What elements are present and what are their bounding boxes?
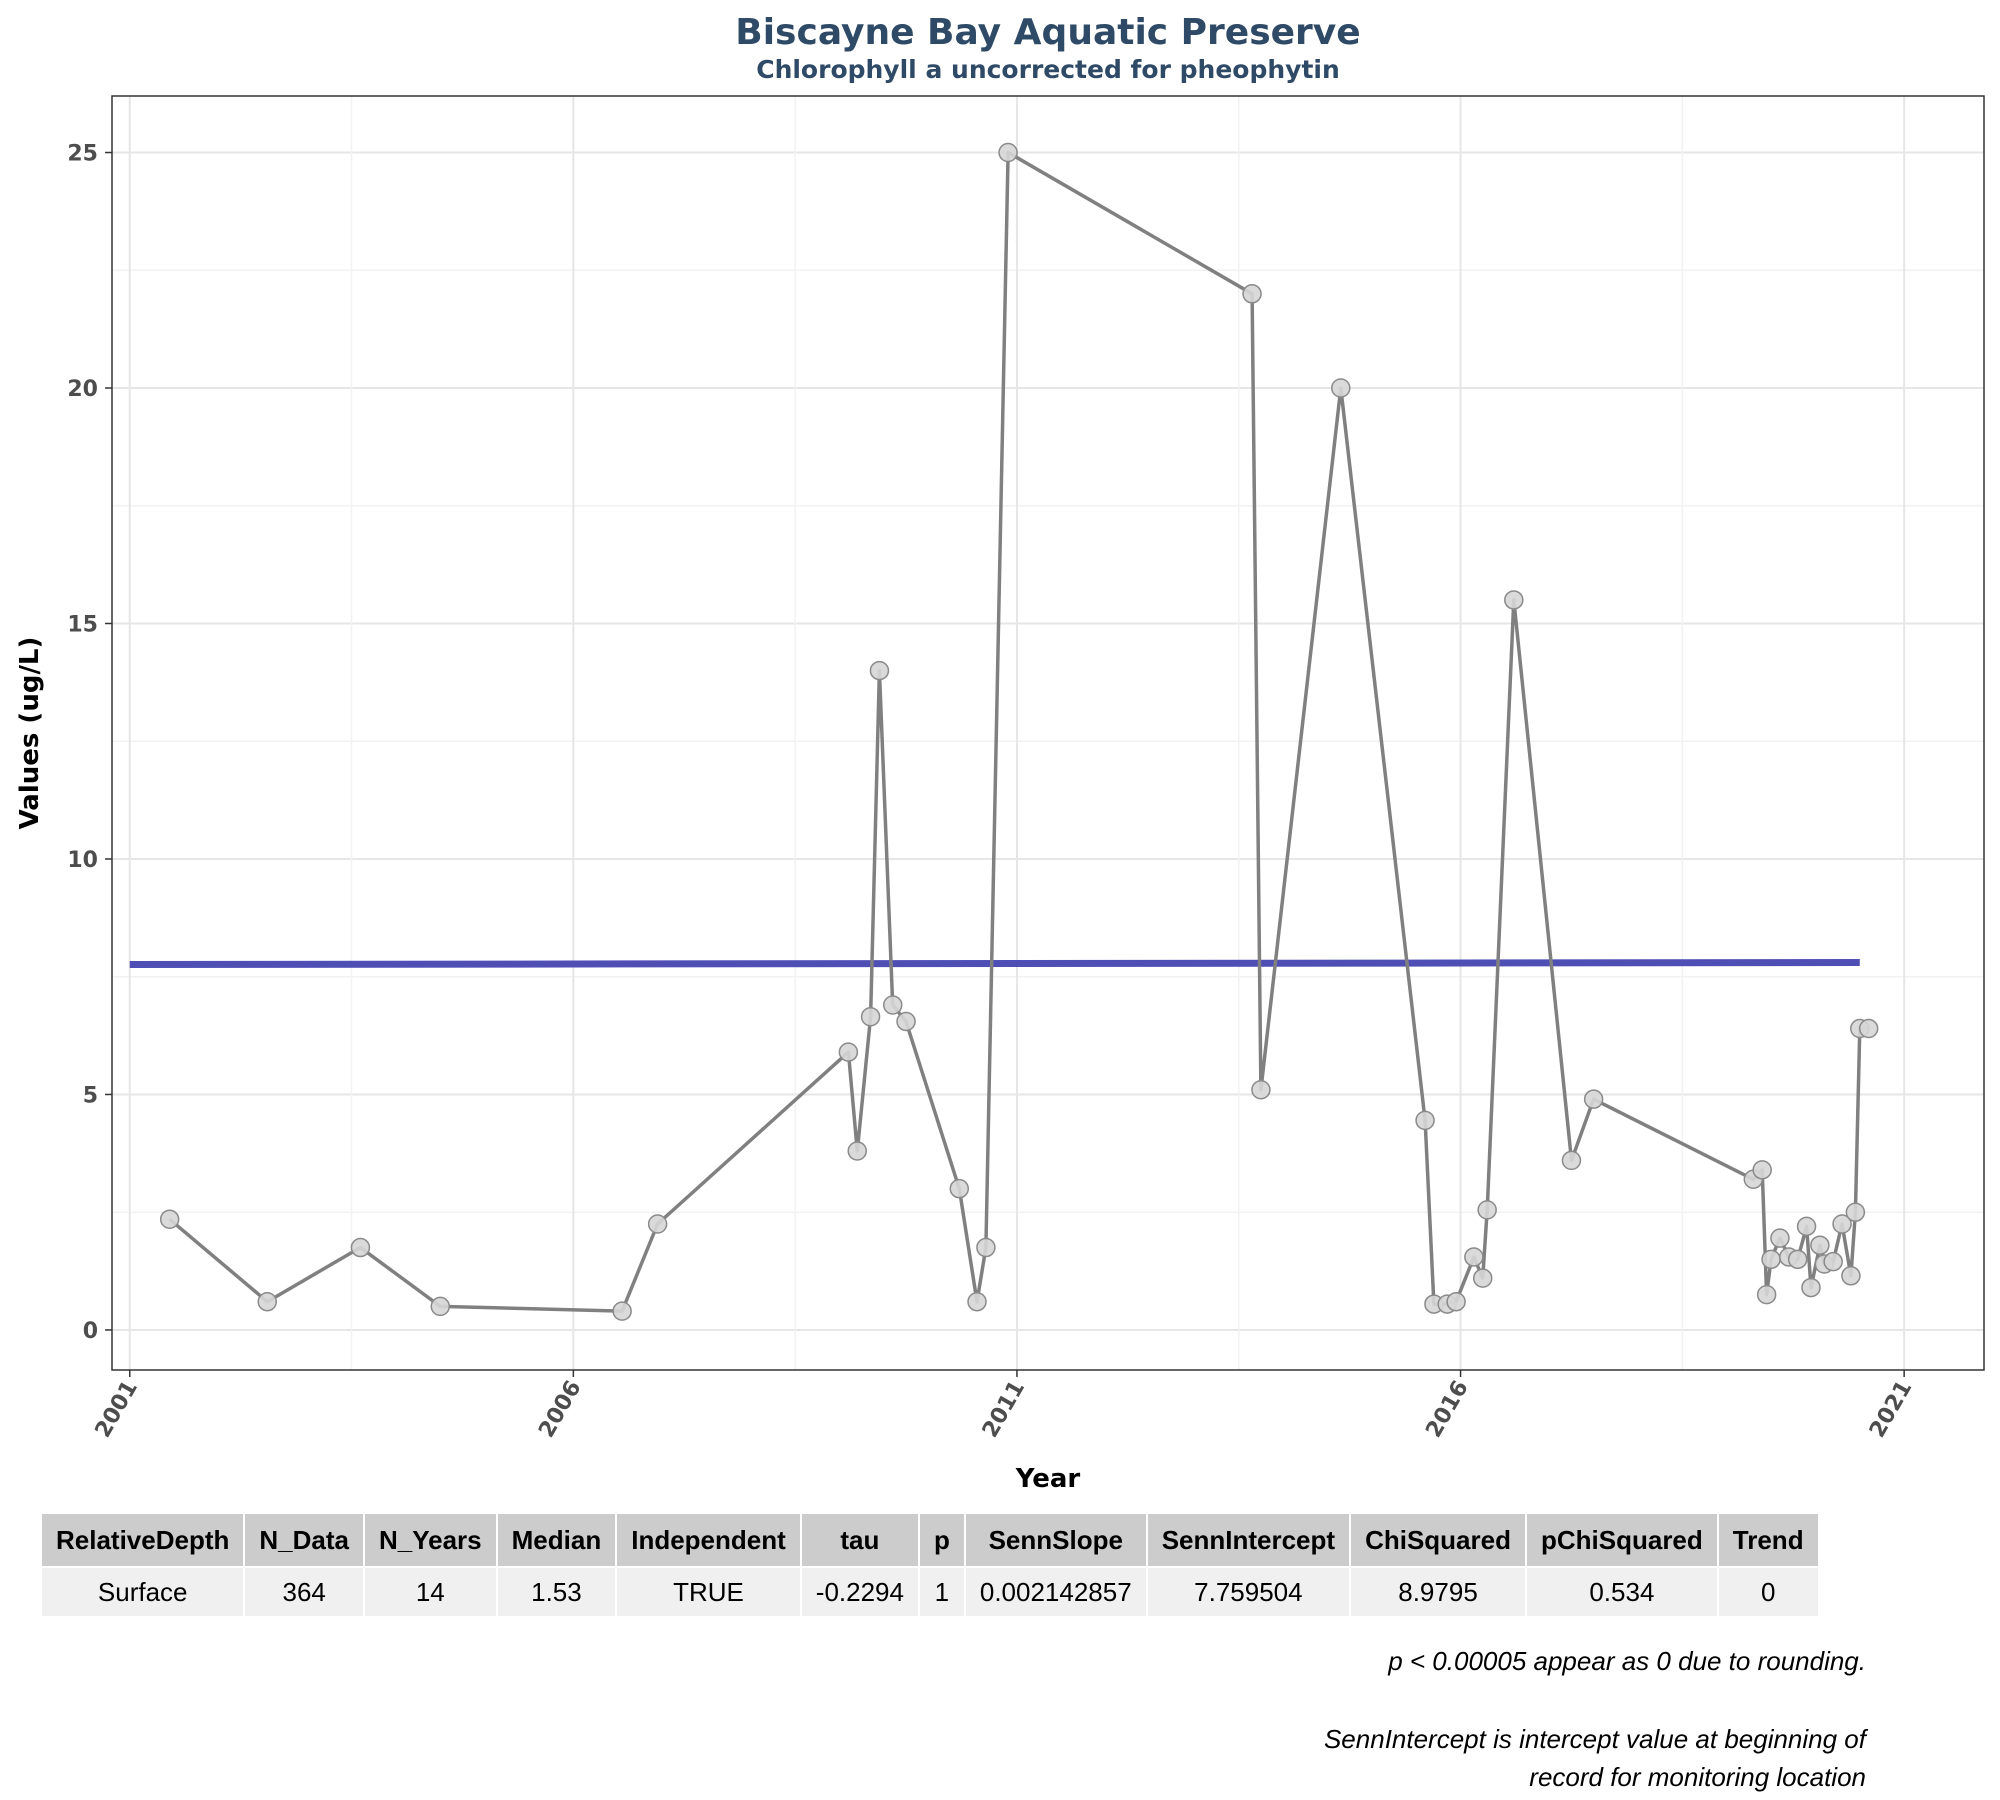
plot-border — [111, 95, 1985, 1371]
stats-header-row: RelativeDepth N_Data N_Years Median Independ… — [42, 1514, 1818, 1566]
data-point — [1464, 1247, 1484, 1267]
data-point — [860, 1007, 881, 1027]
y-tick-label: 20 — [67, 377, 98, 402]
y-tick-label: 0 — [83, 1319, 98, 1344]
data-point — [159, 1209, 180, 1230]
table-header-cell: RelativeDepth — [42, 1514, 244, 1566]
data-point — [1801, 1277, 1821, 1298]
data-point — [1561, 1150, 1582, 1171]
data-line — [168, 150, 1869, 1313]
intercept-note: SennIntercept is intercept value at begi… — [1324, 1720, 1866, 1796]
data-point — [838, 1042, 859, 1062]
data-point — [882, 995, 903, 1015]
table-header-cell: SennSlope — [965, 1514, 1146, 1566]
table-cell: 1.53 — [497, 1568, 616, 1616]
intercept-note-line1: SennIntercept is intercept value at begi… — [1323, 1724, 1866, 1754]
data-point — [976, 1237, 996, 1258]
table-cell: 8.9795 — [1351, 1568, 1525, 1616]
y-tick-label: 5 — [83, 1083, 98, 1108]
y-tick-label: 10 — [67, 848, 98, 873]
table-cell: 0.002142857 — [965, 1568, 1146, 1616]
grid — [112, 96, 1984, 1370]
data-point — [896, 1011, 916, 1032]
data-point — [949, 1178, 970, 1199]
data-point — [1477, 1200, 1497, 1220]
data-point — [1787, 1249, 1808, 1270]
x-tick-label: 2021 — [1865, 1377, 1917, 1443]
data-point — [998, 142, 1018, 163]
table-header-cell: tau — [801, 1514, 918, 1566]
data-point — [1472, 1268, 1493, 1288]
y-tick-label: 25 — [67, 142, 98, 167]
data-point — [1845, 1202, 1866, 1222]
data-point — [1752, 1160, 1772, 1180]
x-tick-label: 2001 — [91, 1377, 143, 1443]
x-tick-label: 2011 — [978, 1377, 1030, 1443]
table-header-cell: SennIntercept — [1147, 1514, 1350, 1566]
data-point — [1756, 1284, 1777, 1305]
y-tick-label: 15 — [67, 612, 98, 637]
data-point — [1583, 1089, 1604, 1109]
table-header-cell: ChiSquared — [1351, 1514, 1525, 1566]
table-cell: -0.2294 — [801, 1568, 918, 1616]
data-point — [1251, 1080, 1271, 1100]
table-header-cell: Trend — [1718, 1514, 1818, 1566]
rounding-note: p < 0.00005 appear as 0 due to rounding. — [1388, 1642, 1866, 1680]
table-header-cell: N_Years — [364, 1514, 496, 1566]
table-header-cell: pChiSquared — [1526, 1514, 1717, 1566]
stats-body: Surface 364 14 1.53 TRUE -0.2294 1 0.002142857 7… — [42, 1568, 1818, 1616]
data-point — [430, 1296, 451, 1317]
table-cell: 14 — [364, 1568, 496, 1616]
chart: Biscayne Bay Aquatic Preserve Chlorophyl… — [15, 12, 1985, 1494]
data-point — [257, 1291, 278, 1312]
data-point — [1770, 1228, 1790, 1248]
table-header-cell: Independent — [617, 1514, 800, 1566]
series-layer — [129, 142, 1879, 1321]
data-point — [847, 1141, 868, 1161]
table-header-cell: Median — [497, 1514, 616, 1566]
x-axis-title: Year — [1015, 1464, 1081, 1494]
data-point — [647, 1214, 668, 1234]
rounding-note-text: p < 0.00005 appear as 0 due to rounding. — [1388, 1646, 1866, 1676]
table-row: Surface 364 14 1.53 TRUE -0.2294 1 0.002142857 7… — [42, 1568, 1818, 1616]
intercept-note-line2: record for monitoring location — [1529, 1762, 1866, 1792]
x-tick-label: 2016 — [1421, 1377, 1473, 1443]
table-cell: 0.534 — [1526, 1568, 1717, 1616]
trend-line — [129, 959, 1860, 969]
data-point — [967, 1291, 987, 1312]
table-cell: 0 — [1718, 1568, 1818, 1616]
data-point — [1761, 1249, 1781, 1270]
data-point — [1242, 284, 1262, 304]
data-point — [612, 1301, 632, 1321]
table-cell: 364 — [245, 1568, 363, 1616]
y-axis-title: Values (ug/L) — [15, 637, 45, 830]
table-header-cell: p — [919, 1514, 964, 1566]
table-header-cell: N_Data — [245, 1514, 363, 1566]
x-tick-label: 2006 — [534, 1377, 586, 1443]
data-point — [869, 660, 890, 681]
data-point — [1823, 1251, 1843, 1272]
data-point — [1858, 1018, 1879, 1039]
chart-title: Biscayne Bay Aquatic Preserve — [735, 12, 1360, 53]
chart-subtitle: Chlorophyll a uncorrected for pheophytin — [756, 55, 1340, 84]
data-point — [1446, 1291, 1466, 1312]
data-point — [350, 1237, 371, 1258]
data-point — [1415, 1110, 1435, 1131]
data-point — [1841, 1266, 1861, 1286]
data-point — [1810, 1235, 1830, 1255]
data-point — [1504, 590, 1524, 610]
table-cell: TRUE — [617, 1568, 800, 1616]
data-point — [1796, 1216, 1817, 1237]
table-cell: 7.759504 — [1147, 1568, 1350, 1616]
data-point — [1331, 378, 1351, 398]
table-cell: Surface — [42, 1568, 244, 1616]
stats-table: RelativeDepth N_Data N_Years Median Independ… — [40, 1512, 1820, 1618]
table-cell: 1 — [919, 1568, 964, 1616]
data-point — [1832, 1214, 1852, 1234]
